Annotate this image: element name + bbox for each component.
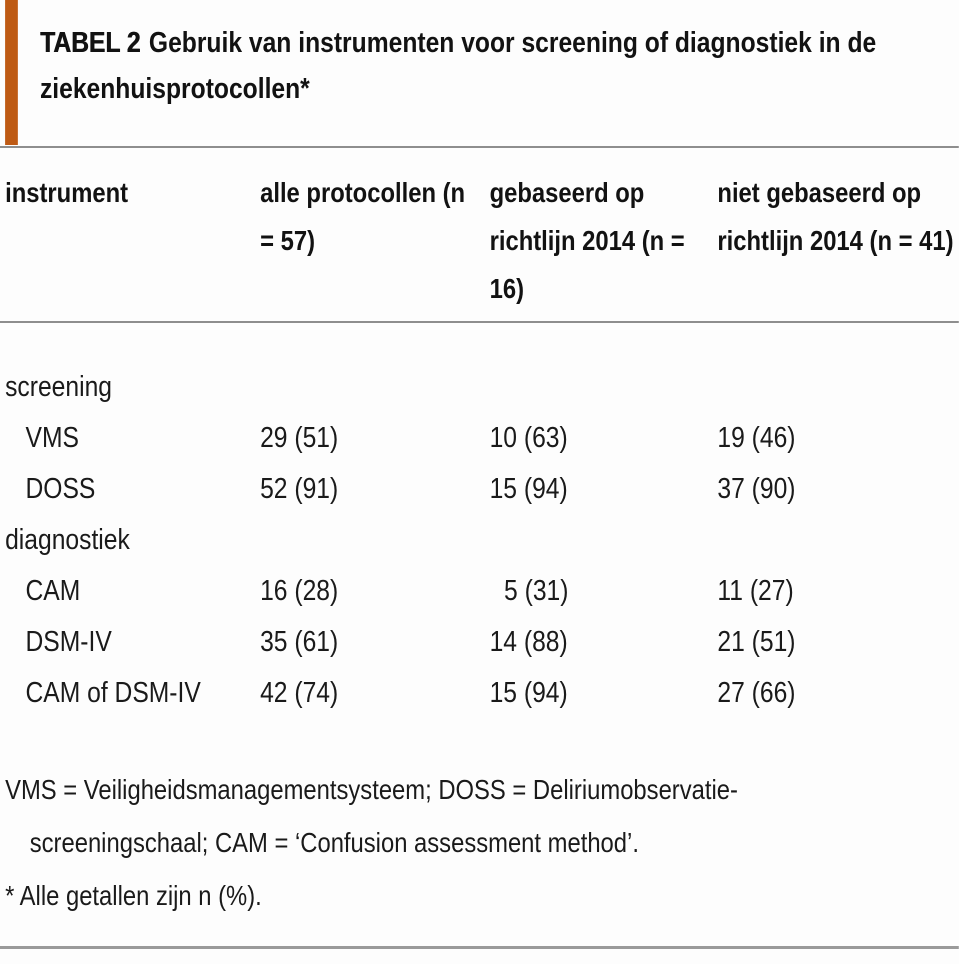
table-title-text: Gebruik van instrumenten voor screening …	[39, 27, 877, 105]
section-label: screening	[5, 371, 112, 403]
section-row-diagnostiek: diagnostiek	[0, 515, 959, 566]
table-footnotes: VMS = Veiligheidsmanagementsysteem; DOSS…	[0, 763, 888, 922]
header-rule	[0, 321, 959, 323]
cell-value: 21 (51)	[717, 626, 796, 658]
col-header-niet-gebaseerd-op-richtlijn: niet gebaseerd op richtlijn 2014 (n = 41…	[717, 177, 954, 256]
accent-bar	[5, 0, 18, 145]
table-row-cam: CAM 16 (28) 5 (31) 11 (27)	[0, 566, 959, 617]
cell-value: 37 (90)	[717, 473, 796, 505]
section-label: diagnostiek	[5, 524, 130, 556]
cell-value: 29 (51)	[260, 422, 339, 454]
cell-value: 15 (94)	[489, 473, 568, 505]
row-label: DSM-IV	[25, 626, 112, 658]
table-row-doss: DOSS 52 (91) 15 (94) 37 (90)	[0, 464, 959, 515]
cell-value: 16 (28)	[260, 575, 339, 607]
row-label: CAM	[25, 575, 81, 607]
table-body: screening VMS 29 (51) 10 (63) 19 (46) DO…	[0, 323, 959, 719]
row-label: CAM of DSM-IV	[25, 677, 201, 709]
table-caption: TABEL 2 Gebruik van instrumenten voor scr…	[0, 0, 959, 146]
row-label: DOSS	[25, 473, 96, 505]
bottom-rule	[0, 946, 959, 949]
col-header-instrument: instrument	[5, 177, 129, 208]
section-row-screening: screening	[0, 362, 959, 413]
table-number-label: TABEL 2	[39, 27, 141, 59]
table-row-cam-of-dsm-iv: CAM of DSM-IV 42 (74) 15 (94) 27 (66)	[0, 668, 959, 719]
cell-value: 27 (66)	[717, 677, 796, 709]
cell-value: 14 (88)	[489, 626, 568, 658]
cell-value: 10 (63)	[489, 422, 568, 454]
col-header-gebaseerd-op-richtlijn: gebaseerd op richtlijn 2014 (n = 16)	[489, 177, 685, 304]
caption-rule	[0, 146, 959, 148]
cell-value: 52 (91)	[260, 473, 339, 505]
cell-value: 35 (61)	[260, 626, 339, 658]
table-title: TABEL 2 Gebruik van instrumenten voor scr…	[40, 20, 908, 112]
col-header-alle-protocollen: alle protocollen (n = 57)	[260, 177, 466, 256]
cell-value: 15 (94)	[489, 677, 568, 709]
cell-value: 11 (27)	[717, 575, 794, 607]
cell-value: 19 (46)	[717, 422, 796, 454]
footnote-asterisk: * Alle getallen zijn n (%).	[5, 880, 262, 911]
table-row-dsm-iv: DSM-IV 35 (61) 14 (88) 21 (51)	[0, 617, 959, 668]
footnote-abbreviations: VMS = Veiligheidsmanagementsysteem; DOSS…	[5, 774, 738, 858]
table-row-vms: VMS 29 (51) 10 (63) 19 (46)	[0, 413, 959, 464]
cell-value: 5 (31)	[504, 575, 569, 607]
cell-value: 42 (74)	[260, 677, 339, 709]
row-label: VMS	[25, 422, 79, 454]
table-header-row: instrument alle protocollen (n = 57) geb…	[0, 148, 959, 321]
